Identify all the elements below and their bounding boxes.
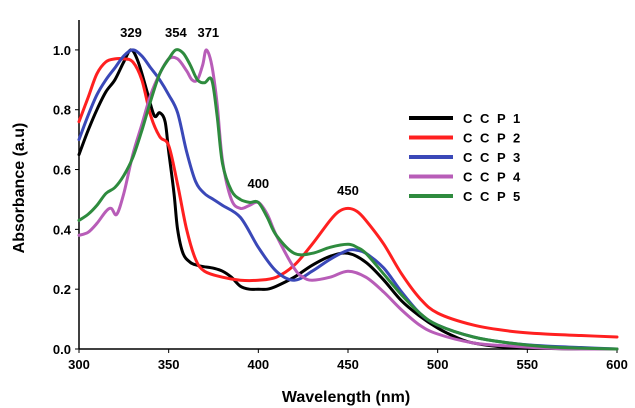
peak-label: 450 bbox=[337, 183, 359, 198]
y-tick-label: 0.6 bbox=[53, 163, 71, 178]
legend-label: C C P 1 bbox=[463, 111, 522, 126]
legend-label: C C P 4 bbox=[463, 170, 522, 185]
x-axis-title: Wavelength (nm) bbox=[282, 389, 410, 406]
series-line-4 bbox=[77, 48, 619, 351]
y-tick-label: 0.4 bbox=[53, 222, 72, 237]
series-line-1 bbox=[77, 48, 619, 351]
series-line-3 bbox=[77, 48, 619, 351]
y-axis-title: Absorbance (a.u) bbox=[11, 123, 28, 254]
peak-label: 329 bbox=[120, 25, 142, 40]
legend-label: C C P 2 bbox=[463, 131, 522, 146]
series-line-5 bbox=[77, 48, 619, 351]
x-tick-label: 300 bbox=[68, 357, 90, 372]
x-tick-label: 550 bbox=[516, 357, 538, 372]
peak-label: 371 bbox=[197, 25, 219, 40]
legend-label: C C P 5 bbox=[463, 189, 522, 204]
x-tick-label: 500 bbox=[427, 357, 449, 372]
legend-label: C C P 3 bbox=[463, 150, 522, 165]
y-tick-label: 0.0 bbox=[53, 342, 71, 357]
x-tick-label: 450 bbox=[337, 357, 359, 372]
x-tick-label: 400 bbox=[247, 357, 269, 372]
y-tick-label: 0.8 bbox=[53, 103, 71, 118]
y-tick-label: 1.0 bbox=[53, 43, 71, 58]
x-tick-label: 350 bbox=[158, 357, 180, 372]
y-tick-label: 0.2 bbox=[53, 282, 71, 297]
peak-label: 354 bbox=[165, 25, 187, 40]
series-line-2 bbox=[77, 57, 619, 339]
x-tick-label: 600 bbox=[606, 357, 628, 372]
peak-label: 400 bbox=[247, 176, 269, 191]
